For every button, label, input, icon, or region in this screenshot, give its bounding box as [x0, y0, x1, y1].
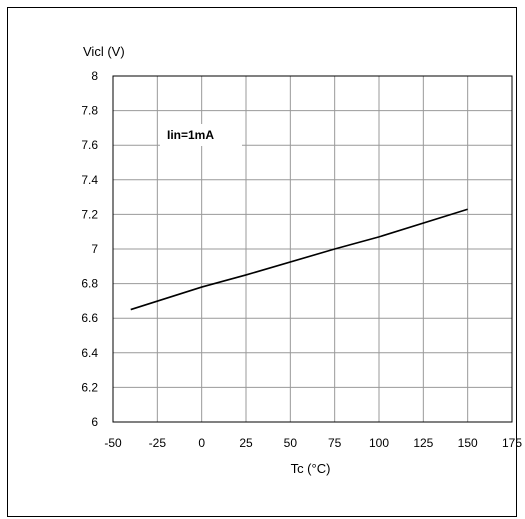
x-tick-label: 125	[413, 436, 433, 450]
x-tick-label: -50	[104, 436, 122, 450]
x-tick-label: 50	[284, 436, 298, 450]
y-tick-label: 6	[91, 415, 98, 429]
y-tick-label: 7.6	[81, 138, 98, 152]
y-tick-label: 6.6	[81, 311, 98, 325]
y-tick-label: 7.2	[81, 207, 98, 221]
y-tick-label: 6.2	[81, 380, 98, 394]
x-tick-label: 75	[328, 436, 342, 450]
x-axis-title: Tc (°C)	[291, 461, 331, 476]
y-tick-label: 7	[91, 242, 98, 256]
chart-frame	[7, 7, 517, 517]
series-group	[130, 208, 468, 311]
annotation-box	[160, 124, 242, 146]
y-tick-label: 8	[91, 69, 98, 83]
annotation-label: Iin=1mA	[167, 128, 214, 142]
x-tick-label: 150	[458, 436, 478, 450]
series-line	[130, 208, 468, 311]
plot-area	[112, 75, 513, 423]
y-tick-label: 7.4	[81, 173, 98, 187]
annotation-group: Iin=1mA	[160, 124, 242, 146]
x-tick-label: 175	[502, 436, 522, 450]
x-tick-labels: -50 -25 0 25 50 75 100 125 150 175	[104, 436, 522, 450]
y-axis-title: Vicl (V)	[83, 44, 125, 59]
x-tick-label: 0	[198, 436, 205, 450]
x-tick-label: 25	[239, 436, 253, 450]
x-tick-label: -25	[149, 436, 167, 450]
y-tick-label: 6.4	[81, 346, 98, 360]
x-tick-label: 100	[369, 436, 389, 450]
y-tick-label: 6.8	[81, 277, 98, 291]
y-tick-label: 7.8	[81, 104, 98, 118]
y-tick-labels: 6 6.2 6.4 6.6 6.8 7 7.2 7.4 7.6 7.8 8	[81, 69, 98, 429]
